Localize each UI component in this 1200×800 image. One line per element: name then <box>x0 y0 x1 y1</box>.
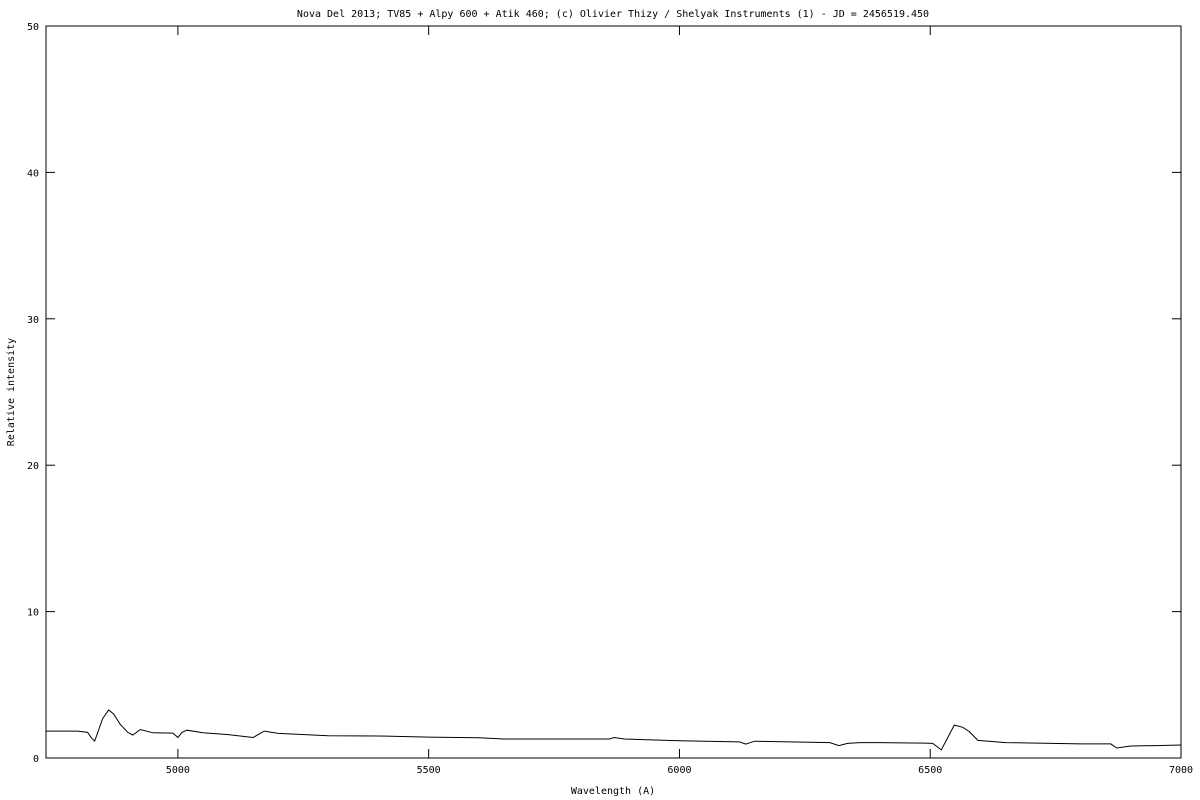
y-tick-label: 0 <box>33 754 39 765</box>
x-tick-label: 7000 <box>1169 765 1193 776</box>
plot-border <box>45 25 1182 759</box>
y-tick-label: 50 <box>27 22 39 33</box>
y-axis-label: Relative intensity <box>6 338 17 446</box>
spectrum-line <box>46 709 1182 751</box>
x-tick-label: 5500 <box>417 765 441 776</box>
y-tick-label: 30 <box>27 315 39 326</box>
y-tick-label: 10 <box>27 608 39 619</box>
x-axis-label: Wavelength (A) <box>571 786 655 797</box>
chart-title: Nova Del 2013; TV85 + Alpy 600 + Atik 46… <box>297 9 929 20</box>
x-tick-label: 6500 <box>918 765 942 776</box>
x-tick-label: 5000 <box>166 765 190 776</box>
y-tick-label: 20 <box>27 461 39 472</box>
x-tick-label: 6000 <box>667 765 691 776</box>
y-tick-label: 40 <box>27 168 39 179</box>
